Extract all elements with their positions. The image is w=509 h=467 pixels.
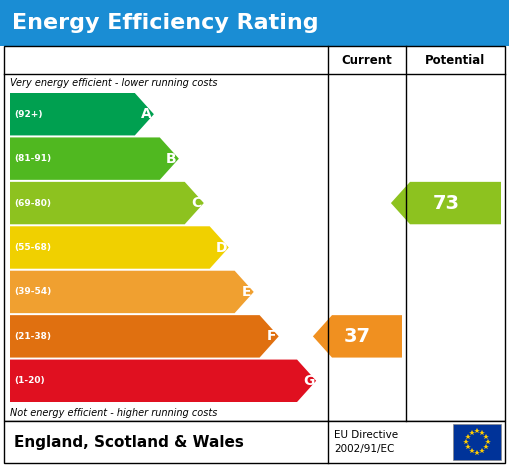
Text: (55-68): (55-68) bbox=[14, 243, 51, 252]
Bar bbox=[4, 46, 505, 421]
Polygon shape bbox=[10, 360, 316, 402]
Polygon shape bbox=[391, 182, 501, 224]
Polygon shape bbox=[10, 226, 229, 269]
Text: Current: Current bbox=[342, 54, 392, 66]
Bar bbox=[453, 424, 501, 460]
Text: D: D bbox=[215, 241, 227, 255]
Polygon shape bbox=[10, 182, 204, 224]
Text: (39-54): (39-54) bbox=[14, 287, 51, 297]
Text: Potential: Potential bbox=[426, 54, 486, 66]
Text: B: B bbox=[166, 152, 177, 166]
Bar bbox=[4, 421, 505, 463]
Text: (81-91): (81-91) bbox=[14, 154, 51, 163]
Polygon shape bbox=[313, 315, 402, 358]
Text: Energy Efficiency Rating: Energy Efficiency Rating bbox=[12, 13, 319, 33]
Text: 2002/91/EC: 2002/91/EC bbox=[334, 444, 394, 454]
Text: F: F bbox=[266, 329, 276, 343]
Text: 37: 37 bbox=[344, 327, 371, 346]
Text: Not energy efficient - higher running costs: Not energy efficient - higher running co… bbox=[10, 408, 217, 418]
Text: (1-20): (1-20) bbox=[14, 376, 45, 385]
Text: (92+): (92+) bbox=[14, 110, 42, 119]
Text: England, Scotland & Wales: England, Scotland & Wales bbox=[14, 434, 244, 450]
Polygon shape bbox=[10, 93, 154, 135]
Text: EU Directive: EU Directive bbox=[334, 430, 398, 440]
Text: C: C bbox=[191, 196, 201, 210]
Polygon shape bbox=[10, 271, 253, 313]
Text: A: A bbox=[141, 107, 152, 121]
Text: Very energy efficient - lower running costs: Very energy efficient - lower running co… bbox=[10, 78, 217, 88]
Text: (69-80): (69-80) bbox=[14, 198, 51, 207]
Text: 73: 73 bbox=[433, 193, 460, 212]
Bar bbox=[0, 0, 509, 46]
Text: (21-38): (21-38) bbox=[14, 332, 51, 341]
Polygon shape bbox=[10, 315, 279, 358]
Polygon shape bbox=[10, 137, 179, 180]
Text: E: E bbox=[241, 285, 251, 299]
Text: G: G bbox=[303, 374, 314, 388]
